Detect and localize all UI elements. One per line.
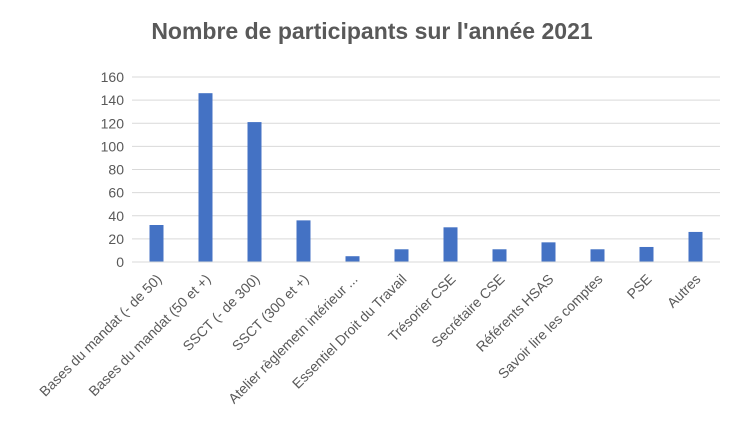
y-tick-label: 80 bbox=[108, 162, 124, 178]
y-tick-label: 120 bbox=[101, 115, 125, 131]
bars bbox=[149, 93, 703, 262]
bar bbox=[149, 225, 164, 262]
bar bbox=[198, 93, 213, 262]
bar bbox=[688, 231, 703, 262]
x-axis-labels: Bases du mandat (- de 50)Bases du mandat… bbox=[36, 271, 704, 407]
bar bbox=[443, 227, 458, 262]
y-tick-label: 20 bbox=[108, 231, 124, 247]
bar bbox=[247, 122, 262, 262]
x-tick-label: PSE bbox=[623, 271, 654, 302]
x-tick-label: Autres bbox=[664, 271, 704, 311]
y-tick-label: 160 bbox=[101, 69, 125, 85]
y-tick-label: 140 bbox=[101, 92, 125, 108]
chart-title: Nombre de participants sur l'année 2021 bbox=[151, 18, 593, 44]
y-tick-label: 100 bbox=[101, 138, 125, 154]
bar bbox=[394, 249, 409, 262]
bar bbox=[541, 242, 556, 262]
y-tick-label: 60 bbox=[108, 185, 124, 201]
bar bbox=[590, 249, 605, 262]
gridlines bbox=[132, 76, 720, 240]
bar bbox=[639, 246, 654, 262]
bar bbox=[296, 220, 311, 262]
y-tick-label: 40 bbox=[108, 208, 124, 224]
y-tick-label: 0 bbox=[116, 254, 124, 270]
bar bbox=[345, 256, 360, 262]
bar bbox=[492, 249, 507, 262]
y-axis-ticks: 0 20 40 60 80 100 120 140 160 bbox=[101, 69, 125, 270]
